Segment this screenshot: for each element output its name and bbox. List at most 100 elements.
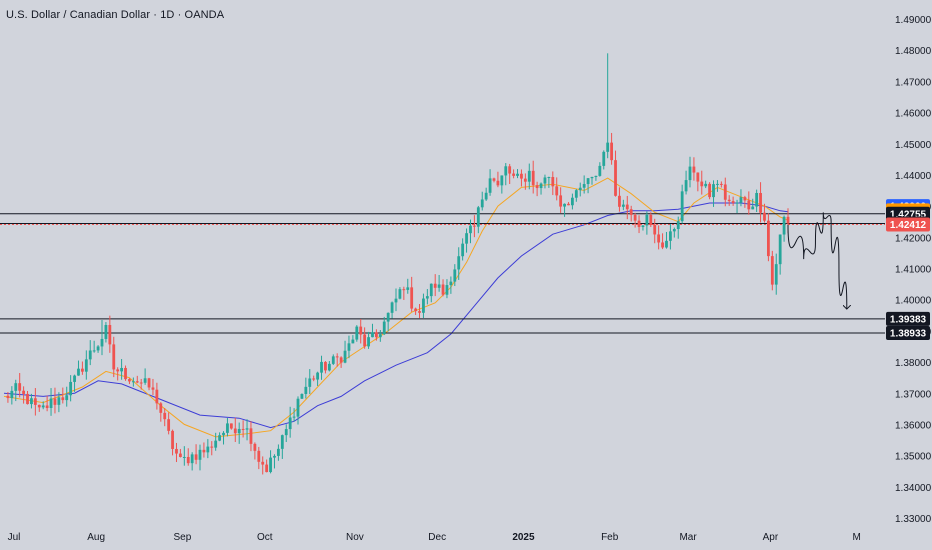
x-tick-label: Aug bbox=[87, 532, 105, 543]
candle-body bbox=[386, 312, 390, 322]
candle-body bbox=[614, 160, 617, 196]
candle-body bbox=[598, 165, 602, 176]
candle-body bbox=[543, 177, 547, 184]
y-tick-label: 1.49000 bbox=[895, 15, 932, 26]
candle-body bbox=[504, 166, 508, 176]
y-tick-label: 1.45000 bbox=[895, 140, 932, 151]
candle-body bbox=[571, 197, 574, 206]
y-tick-label: 1.36000 bbox=[895, 420, 932, 431]
x-tick-label: Mar bbox=[679, 532, 697, 543]
candle-body bbox=[269, 457, 272, 473]
price-badge-bg bbox=[886, 311, 930, 326]
candle-body bbox=[684, 180, 688, 192]
candle-body bbox=[124, 367, 127, 380]
candle-body bbox=[30, 398, 33, 405]
candle-body bbox=[135, 381, 139, 383]
candle-body bbox=[637, 220, 641, 228]
y-tick-label: 1.34000 bbox=[895, 483, 932, 494]
candle-body bbox=[237, 428, 241, 434]
x-tick-label: Jul bbox=[8, 532, 21, 543]
candle-body bbox=[633, 214, 637, 221]
candle-body bbox=[300, 393, 304, 399]
candle-body bbox=[645, 214, 649, 226]
candle-body bbox=[371, 332, 374, 338]
price-badge-label: 1.42412 bbox=[890, 220, 927, 231]
candle-body bbox=[406, 287, 410, 290]
candle-body bbox=[743, 197, 747, 201]
candle-body bbox=[461, 243, 465, 257]
candle-body bbox=[402, 289, 406, 291]
candle-body bbox=[708, 183, 711, 198]
candle-body bbox=[649, 214, 653, 226]
candle-body bbox=[88, 350, 92, 360]
candle-body bbox=[563, 203, 566, 207]
candle-body bbox=[84, 359, 88, 372]
candle-body bbox=[104, 324, 108, 339]
price-badge-label: 1.38933 bbox=[890, 328, 927, 339]
candle-body bbox=[559, 195, 563, 207]
candle-body bbox=[453, 269, 457, 282]
candle-body bbox=[782, 216, 786, 235]
candle-body bbox=[665, 240, 668, 248]
candle-body bbox=[77, 368, 80, 376]
candle-body bbox=[692, 166, 696, 173]
candle-body bbox=[418, 311, 421, 313]
x-tick-label: Oct bbox=[257, 532, 273, 543]
candle-body bbox=[210, 446, 214, 448]
candle-body bbox=[179, 453, 182, 457]
projection-arrow[interactable] bbox=[787, 212, 847, 309]
candle-body bbox=[767, 220, 770, 257]
candle-body bbox=[508, 166, 512, 174]
candle-body bbox=[676, 221, 680, 230]
candle-body bbox=[226, 423, 229, 433]
candle-body bbox=[574, 190, 578, 198]
candle-body bbox=[480, 199, 484, 208]
candle-body bbox=[653, 225, 657, 235]
candle-body bbox=[69, 381, 73, 396]
candle-body bbox=[284, 429, 288, 436]
price-badge: 1.42412 bbox=[886, 217, 930, 232]
x-tick-label: 2025 bbox=[512, 532, 535, 543]
candle-body bbox=[37, 404, 41, 408]
candle-body bbox=[688, 166, 692, 181]
candle-body bbox=[727, 199, 731, 202]
candle-body bbox=[206, 446, 210, 453]
x-tick-label: Feb bbox=[601, 532, 619, 543]
candle-body bbox=[233, 428, 237, 434]
candle-body bbox=[49, 398, 53, 409]
y-tick-label: 1.46000 bbox=[895, 109, 932, 120]
price-badge-bg bbox=[886, 217, 930, 232]
candle-body bbox=[449, 281, 453, 286]
candle-body bbox=[669, 231, 672, 241]
candle-body bbox=[143, 378, 147, 383]
candle-body bbox=[18, 383, 22, 391]
candle-body bbox=[194, 454, 198, 460]
candle-body bbox=[151, 387, 155, 390]
candle-body bbox=[610, 142, 613, 161]
candle-body bbox=[167, 419, 171, 431]
candle-body bbox=[625, 204, 629, 210]
candle-body bbox=[398, 289, 402, 299]
candle-body bbox=[339, 357, 343, 363]
x-tick-label: Apr bbox=[763, 532, 779, 543]
candle-body bbox=[473, 225, 476, 227]
candle-body bbox=[731, 201, 735, 203]
candle-body bbox=[241, 428, 245, 430]
candle-body bbox=[359, 326, 363, 335]
candle-body bbox=[198, 449, 202, 460]
candle-body bbox=[304, 386, 308, 394]
price-badge-bg bbox=[886, 325, 930, 340]
candle-body bbox=[331, 356, 335, 364]
candle-body bbox=[629, 209, 633, 215]
candle-body bbox=[496, 180, 500, 186]
candle-body bbox=[163, 412, 167, 420]
x-tick-label: Nov bbox=[346, 532, 364, 543]
candle-body bbox=[112, 344, 116, 370]
chart-title: U.S. Dollar / Canadian Dollar · 1D · OAN… bbox=[6, 9, 225, 21]
candle-body bbox=[116, 369, 120, 372]
candle-body bbox=[488, 178, 492, 193]
candle-body bbox=[512, 173, 515, 176]
candle-body bbox=[516, 173, 519, 176]
candle-body bbox=[159, 403, 163, 413]
